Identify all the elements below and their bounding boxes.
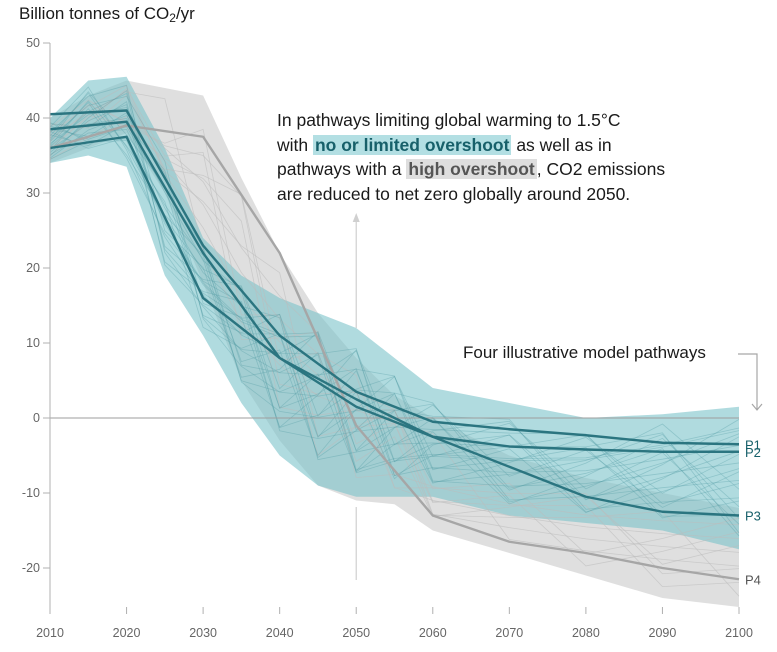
model-line xyxy=(49,89,740,514)
model-line xyxy=(49,95,740,501)
arrow-down-icon xyxy=(751,403,763,411)
model-line xyxy=(49,91,740,567)
pathway-line-p2 xyxy=(49,120,739,453)
y-axis-title: Billion tonnes of CO2/yr xyxy=(19,4,195,25)
annotation-text: as well as in xyxy=(511,134,612,155)
pathway-label-p2: P2 xyxy=(745,445,761,460)
x-tick-label: 2060 xyxy=(419,626,447,640)
y-tick-label: 10 xyxy=(26,336,40,350)
y-tick-label: 20 xyxy=(26,261,40,275)
annotation-line-4: are reduced to net zero globally around … xyxy=(277,183,631,204)
model-line xyxy=(49,87,740,567)
model-line xyxy=(49,92,740,505)
arrow-up-icon xyxy=(352,213,360,222)
annotation-text: with xyxy=(277,134,313,155)
y-axis-title-subscript: 2 xyxy=(169,11,176,25)
x-tick-label: 2020 xyxy=(113,626,141,640)
pathways-arrow-line xyxy=(738,353,758,410)
y-tick-label: -20 xyxy=(22,561,40,575)
model-line xyxy=(49,91,740,508)
range-bands xyxy=(50,76,739,607)
x-axis: 2010 2020 2030 2040 2050 2060 2070 2080 2090 2100 xyxy=(36,607,753,640)
annotation-text: , CO2 emissions xyxy=(536,159,666,179)
model-line xyxy=(49,125,740,500)
x-tick-label: 2030 xyxy=(189,626,217,640)
model-line xyxy=(49,129,740,534)
x-tick-label: 2010 xyxy=(36,626,64,640)
y-axis-title-unit: /yr xyxy=(175,4,195,23)
model-line xyxy=(49,110,740,588)
model-line xyxy=(49,122,740,474)
x-tick-label: 2070 xyxy=(495,626,523,640)
x-tick-label: 2050 xyxy=(342,626,370,640)
pathway-line-p3 xyxy=(49,135,740,517)
annotation-line-1: In pathways limiting global warming to 1… xyxy=(277,110,621,130)
pathway-label-p1: P1 xyxy=(745,437,761,452)
limited-overshoot-band xyxy=(50,76,739,550)
pathway-label-p4: P4 xyxy=(745,572,761,587)
y-tick-label: 30 xyxy=(26,186,40,200)
annotation-arrows xyxy=(352,213,763,580)
highlight-no-limited-overshoot: no or limited overshoot xyxy=(312,134,512,155)
model-line xyxy=(49,103,740,537)
model-line xyxy=(49,106,740,510)
y-axis-title-text: Billion tonnes of CO xyxy=(19,4,170,23)
model-line xyxy=(49,89,740,597)
annotation-line-3: pathways with a high overshoot, CO2 emis… xyxy=(277,157,697,182)
model-line xyxy=(49,94,740,565)
x-tick-label: 2100 xyxy=(725,626,753,640)
annotation-line-2: with no or limited overshoot as well as … xyxy=(277,133,697,158)
annotation-text: pathways with a xyxy=(277,159,407,179)
highlight-high-overshoot: high overshoot xyxy=(406,159,537,179)
y-tick-label: 50 xyxy=(26,36,40,50)
model-line xyxy=(49,108,740,501)
pathway-line-p4 xyxy=(49,124,740,581)
pathways-label: Four illustrative model pathways xyxy=(463,343,706,362)
main-annotation: In pathways limiting global warming to 1… xyxy=(277,108,697,206)
model-line xyxy=(49,84,740,553)
model-line xyxy=(49,84,740,487)
x-tick-label: 2040 xyxy=(266,626,294,640)
pathway-lines xyxy=(49,109,740,581)
y-axis: 50 40 30 20 10 0 -10 -20 xyxy=(22,36,51,607)
y-tick-label: 40 xyxy=(26,111,40,125)
model-line xyxy=(49,86,740,476)
x-tick-label: 2090 xyxy=(649,626,677,640)
pathway-label-p3: P3 xyxy=(745,509,761,524)
x-tick-label: 2080 xyxy=(572,626,600,640)
model-line xyxy=(49,100,740,494)
model-line xyxy=(49,123,740,491)
y-tick-label: -10 xyxy=(22,486,40,500)
pathway-line-p1 xyxy=(49,109,740,446)
y-tick-label: 0 xyxy=(33,411,40,425)
model-line xyxy=(49,101,740,519)
model-line xyxy=(49,103,740,575)
